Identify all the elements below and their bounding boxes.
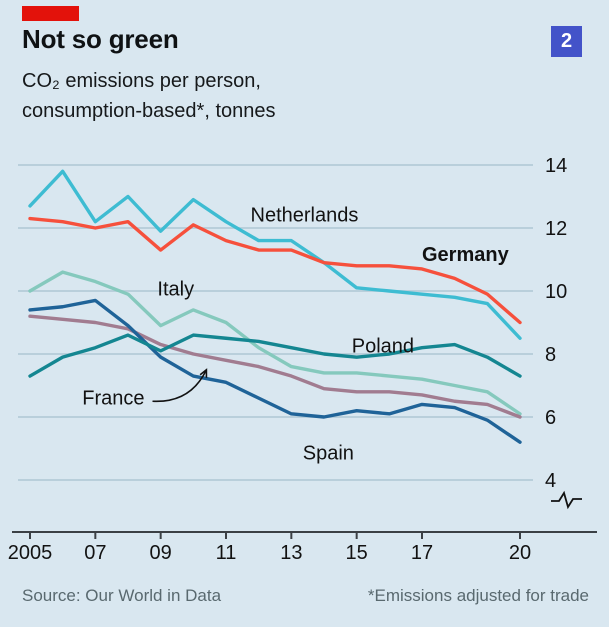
- x-tick-label: 2005: [8, 542, 53, 564]
- chart-subtitle-line1: CO₂ emissions per person,: [22, 70, 261, 92]
- series-label-france: France: [82, 387, 144, 409]
- series-label-germany: Germany: [422, 244, 510, 266]
- x-tick-label: 20: [509, 542, 531, 564]
- brand-red-tag: [22, 6, 79, 21]
- axis-break-icon: [551, 490, 582, 510]
- series-line-spain: [28, 298, 522, 444]
- annotation-arrowhead: [199, 368, 208, 378]
- y-tick-label: 14: [545, 155, 567, 177]
- series-line-italy: [28, 270, 522, 416]
- x-tick-label: 13: [280, 542, 302, 564]
- y-tick-label: 10: [545, 281, 567, 303]
- series-label-netherlands: Netherlands: [251, 205, 359, 227]
- x-tick-label: 09: [150, 542, 172, 564]
- chart-subtitle: CO₂ emissions per person, consumption-ba…: [22, 66, 276, 126]
- series-label-poland: Poland: [352, 335, 414, 357]
- chart-footer: Source: Our World in Data *Emissions adj…: [22, 586, 589, 606]
- series-line-germany: [28, 216, 522, 325]
- x-tick-label: 11: [216, 542, 237, 564]
- chart-title: Not so green: [22, 24, 179, 54]
- footnote: *Emissions adjusted for trade: [367, 586, 589, 605]
- y-tick-label: 8: [545, 344, 556, 366]
- series-line-poland: [28, 333, 522, 378]
- source-note: Source: Our World in Data: [22, 586, 222, 605]
- series-label-spain: Spain: [303, 443, 354, 465]
- y-tick-label: 6: [545, 407, 556, 429]
- chart-subtitle-line2: consumption-based*, tonnes: [22, 100, 276, 122]
- series-line-france: [28, 314, 522, 419]
- annotation-arrow: [152, 369, 208, 403]
- x-tick-label: 07: [84, 542, 106, 564]
- series-line-netherlands: [28, 169, 522, 340]
- y-tick-label: 12: [545, 218, 567, 240]
- x-tick-label: 15: [346, 542, 368, 564]
- figure-number-badge: 2: [551, 26, 582, 57]
- x-tick-label: 17: [411, 542, 433, 564]
- y-tick-label: 4: [545, 470, 556, 492]
- series-label-italy: Italy: [157, 279, 194, 301]
